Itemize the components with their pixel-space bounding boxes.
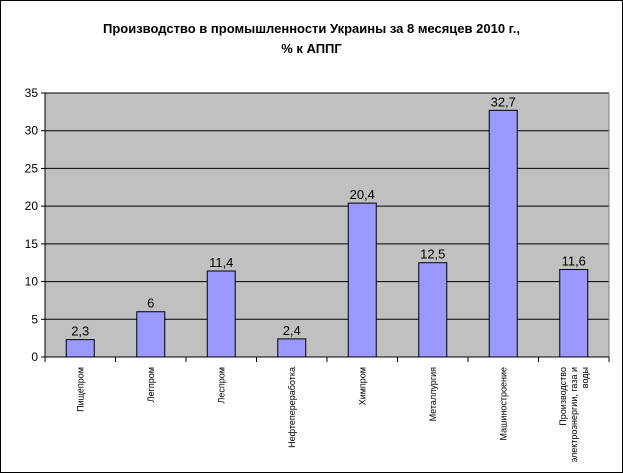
- x-category-label: Производствоэлектроэнергии, газа иводы: [558, 367, 590, 462]
- x-category-label: Леспром: [216, 367, 226, 403]
- x-category-label-line: электроэнергии, газа и: [569, 367, 579, 462]
- x-category-label-line: Химпром: [357, 367, 367, 405]
- y-tick-label: 0: [31, 350, 38, 364]
- data-label: 2,3: [71, 324, 89, 339]
- y-tick-label: 25: [25, 161, 39, 175]
- bar: [347, 202, 377, 358]
- y-tick-label: 5: [31, 312, 38, 326]
- x-category-label: Машиностроение: [498, 367, 508, 440]
- y-tick-label: 35: [25, 86, 39, 100]
- x-category-label: Металлургия: [428, 367, 438, 422]
- y-tick-label: 30: [25, 124, 39, 138]
- y-tick-label: 10: [25, 275, 39, 289]
- data-label: 2,4: [283, 323, 301, 338]
- data-label: 11,6: [562, 254, 586, 269]
- chart-title-block: Производство в промышленности Украины за…: [0, 19, 623, 59]
- x-category-label-line: воды: [580, 367, 590, 388]
- data-label: 12,5: [420, 247, 445, 262]
- data-label: 11,4: [209, 255, 233, 270]
- data-label: 32,7: [491, 94, 516, 109]
- x-category-label: Пищепром: [75, 367, 85, 412]
- chart-title: Производство в промышленности Украины за…: [102, 21, 520, 36]
- x-category-label: Нефтепереработка: [287, 367, 297, 448]
- bar: [488, 109, 518, 358]
- y-tick-label: 20: [25, 199, 39, 213]
- bar: [65, 339, 95, 358]
- bar: [277, 338, 307, 358]
- data-label: 6: [147, 296, 154, 311]
- x-category-label: Легпром: [146, 367, 156, 402]
- x-category-label-line: Нефтепереработка: [287, 367, 297, 448]
- bar: [418, 262, 448, 358]
- y-tick-label: 15: [25, 237, 39, 251]
- data-label: 20,4: [350, 187, 375, 202]
- x-category-label-line: Легпром: [146, 367, 156, 402]
- x-category-label-line: Производство: [558, 367, 568, 426]
- x-category-label-line: Пищепром: [75, 367, 85, 412]
- bar: [559, 269, 589, 358]
- x-category-label-line: Машиностроение: [498, 367, 508, 440]
- chart-subtitle: % к АППГ: [281, 41, 342, 56]
- x-category-label-line: Леспром: [216, 367, 226, 403]
- plot-area: [45, 93, 609, 357]
- bar: [136, 311, 166, 358]
- x-category-label: Химпром: [357, 367, 367, 405]
- x-category-label-line: Металлургия: [428, 367, 438, 422]
- bar: [206, 270, 236, 358]
